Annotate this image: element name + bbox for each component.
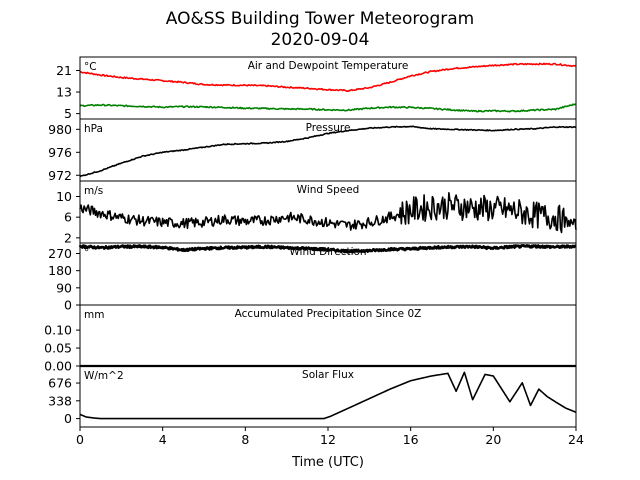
x-tick-label: 20 <box>485 432 501 447</box>
y-tick-label: 13 <box>56 85 72 100</box>
unit-label: m/s <box>84 185 103 197</box>
panel-title: Accumulated Precipitation Since 0Z <box>235 308 422 320</box>
panel-solar-flux: 0 338 676 W/m^2 Solar Flux <box>48 365 577 428</box>
series-line-solar-flux <box>79 371 577 420</box>
y-tick-label: 270 <box>48 246 72 261</box>
panel-title: Air and Dewpoint Temperature <box>248 60 409 72</box>
panel-title: Solar Flux <box>302 369 354 381</box>
y-tick-label: 6 <box>64 210 72 225</box>
series-line-wind-speed <box>79 192 577 234</box>
panel-title: Wind Speed <box>297 184 360 196</box>
y-tick-label: 972 <box>48 168 72 183</box>
x-tick-label: 4 <box>159 432 167 447</box>
y-tick-label: 338 <box>48 393 72 408</box>
figure-title: AO&SS Building Tower Meteorogram <box>166 9 474 29</box>
x-tick-label: 24 <box>568 432 584 447</box>
x-axis-label: Time (UTC) <box>291 455 364 470</box>
series-line-wind-direction <box>78 244 577 254</box>
y-tick-label: 976 <box>48 145 72 160</box>
y-tick-label: 2 <box>64 230 72 245</box>
x-tick-label: 0 <box>76 432 84 447</box>
y-tick-label: 676 <box>48 376 72 391</box>
y-tick-label: 5 <box>64 106 72 121</box>
y-tick-label: 10 <box>56 189 72 204</box>
y-tick-label: 0 <box>64 298 72 313</box>
series-line-pressure <box>79 125 577 178</box>
panel-wind-direction: 0 90 180 270 ° Wind Direction <box>48 242 577 313</box>
x-tick-label: 12 <box>320 432 336 447</box>
unit-label: ° <box>84 247 89 259</box>
x-tick-label: 16 <box>403 432 419 447</box>
unit-label: W/m^2 <box>84 370 124 382</box>
unit-label: mm <box>84 309 104 321</box>
y-tick-label: 21 <box>56 63 72 78</box>
unit-label: hPa <box>84 123 103 135</box>
panel-precipitation: 0.00 0.05 0.10 mm Accumulated Precipitation … <box>44 304 577 374</box>
panel-title: Pressure <box>306 122 351 134</box>
y-tick-label: 0.10 <box>44 323 72 338</box>
series-line-temperature-2 <box>79 103 577 113</box>
y-tick-label: 90 <box>56 280 72 295</box>
y-tick-label: 0.05 <box>44 341 72 356</box>
y-tick-label: 0.00 <box>44 359 72 374</box>
panel-title: Wind Direction <box>289 246 366 258</box>
panel-wind-speed: 2 6 10 m/s Wind Speed <box>56 180 577 245</box>
y-tick-label: 0 <box>64 411 72 426</box>
figure-subtitle: 2020-09-04 <box>271 30 370 50</box>
x-axis: 0 4 8 12 16 20 24 <box>76 427 584 447</box>
y-tick-label: 980 <box>48 122 72 137</box>
series-line-temperature-1 <box>79 62 577 92</box>
x-tick-label: 8 <box>241 432 249 447</box>
unit-label: °C <box>84 61 97 73</box>
y-tick-label: 180 <box>48 263 72 278</box>
panel-temperature: 5 13 21 °C Air and Dewpoint Temperature <box>56 56 577 121</box>
panel-pressure: 972 976 980 hPa Pressure <box>48 118 577 183</box>
